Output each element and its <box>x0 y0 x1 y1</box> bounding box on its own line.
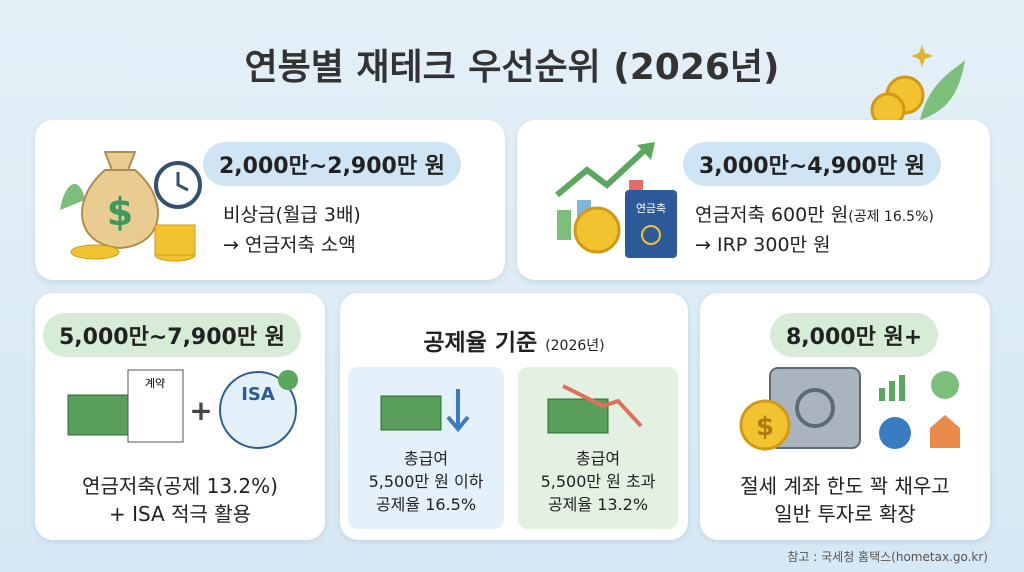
card-line: 연금저축 600만 원(공제 16.5%) <box>695 200 934 232</box>
check <box>278 370 298 390</box>
leaf <box>60 183 85 210</box>
trend-arrow <box>555 145 650 198</box>
salary-badge: 5,000만~7,900만 원 <box>43 313 301 357</box>
contract-label: 계약 <box>145 376 165 390</box>
dollar-sign: $ <box>107 190 133 234</box>
card: 8,000만 원+ $ 절세 계좌 한도 꽉 채우고 일반 투자로 확장 <box>700 293 990 540</box>
coin <box>573 206 621 254</box>
card-line: 연금저축(공제 13.2%) <box>82 474 278 498</box>
rate-box: 총급여 5,500만 원 초과 공제율 13.2% <box>518 367 678 529</box>
house <box>930 415 960 448</box>
card-line: → 연금저축 소액 <box>223 234 356 256</box>
growth-icon: 연금축 <box>555 142 677 258</box>
isa-circle <box>219 371 297 449</box>
isa-label: ISA <box>241 384 275 405</box>
down-arrow <box>446 389 470 433</box>
box-line: 공제율 16.5% <box>375 495 477 514</box>
card-title-text: 공제율 기준 <box>423 330 538 356</box>
pie <box>931 371 959 399</box>
coin <box>739 399 791 451</box>
leaf <box>920 60 965 120</box>
dial <box>795 388 835 428</box>
bag <box>81 169 159 250</box>
cash <box>380 395 442 431</box>
globe <box>879 417 911 449</box>
box-line: 5,500만 원 초과 <box>540 472 656 491</box>
card-line: → IRP 300만 원 <box>695 234 831 256</box>
decor-coins <box>870 45 965 128</box>
card-note: (2026년) <box>545 338 605 354</box>
decline-arrow <box>562 384 643 428</box>
card: 5,000만~7,900만 원 계약 + ISA 연금저축(공제 13.2%) … <box>35 293 325 540</box>
box-line: 총급여 <box>403 449 449 468</box>
clock-hands <box>176 172 189 192</box>
card-line-text: 연금저축 600만 원 <box>695 204 849 226</box>
bag-top <box>103 151 137 171</box>
dollar-sign: $ <box>756 412 774 442</box>
box-line: 5,500만 원 이하 <box>368 472 484 491</box>
cash-down-icon <box>380 389 470 433</box>
title: 연봉별 재테크 우선순위 (2026년) <box>244 47 780 88</box>
card-line: 비상금(월급 3배) <box>223 204 361 226</box>
bar <box>557 210 571 240</box>
sparkle <box>911 45 933 67</box>
contract <box>127 369 184 443</box>
salary-badge: 8,000만 원+ <box>770 313 939 357</box>
card-title: 공제율 기준 (2026년) <box>340 323 688 357</box>
salary-badge: 2,000만~2,900만 원 <box>203 142 461 186</box>
globe <box>641 225 661 245</box>
cash-decline-icon <box>547 384 643 434</box>
contract-isa-icon: 계약 + ISA <box>67 369 298 449</box>
box-line: 총급여 <box>575 449 621 468</box>
card: 공제율 기준 (2026년) 총급여 5,500만 원 이하 공제율 16.5%… <box>340 293 688 540</box>
box-line: 공제율 13.2% <box>547 495 649 514</box>
coin-stack <box>154 224 196 256</box>
rate-box: 총급여 5,500만 원 이하 공제율 16.5% <box>348 367 504 529</box>
footer: 참고 : 국세청 홈택스(hometax.go.kr) <box>787 550 988 564</box>
card: 연금축 3,000만~4,900만 원 연금저축 600만 원(공제 16.5%… <box>517 120 990 280</box>
coin-stack <box>70 244 120 260</box>
plus: + <box>189 394 212 427</box>
card-line: + ISA 적극 활용 <box>108 502 252 526</box>
bars <box>879 375 905 401</box>
safe-icon: $ <box>739 367 960 451</box>
money-bag-icon: $ <box>60 151 202 262</box>
salary-badge: 3,000만~4,900만 원 <box>683 142 941 186</box>
cash <box>67 394 139 436</box>
card-line: 일반 투자로 확장 <box>774 502 916 526</box>
arrowhead <box>637 142 655 160</box>
card-note: (공제 16.5%) <box>848 209 934 225</box>
passbook-label: 연금축 <box>636 202 666 215</box>
passbook <box>625 190 677 258</box>
card: $ 2,000만~2,900만 원 비상금(월급 3배) → 연금저축 소액 <box>35 120 505 280</box>
card-line: 절세 계좌 한도 꽉 채우고 <box>740 474 950 498</box>
